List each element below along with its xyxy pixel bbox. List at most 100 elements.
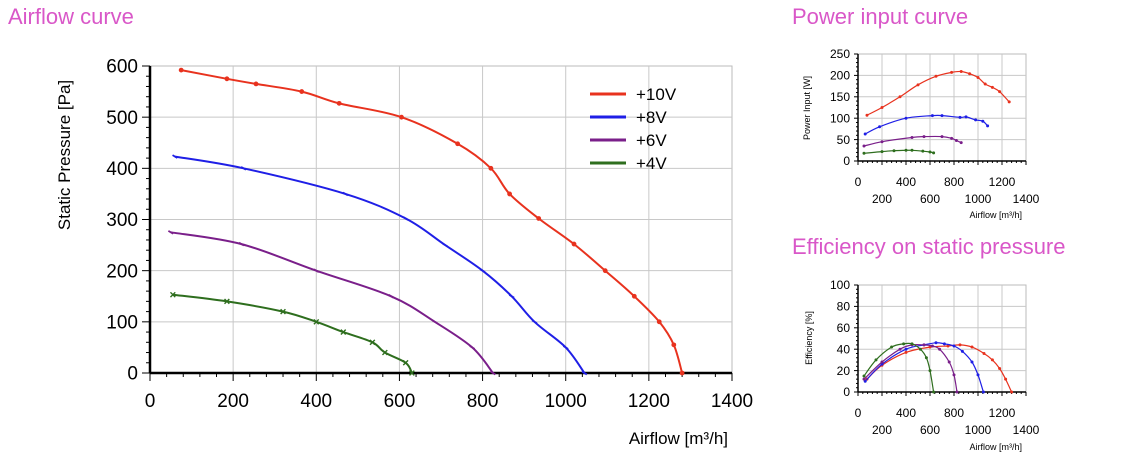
x-tick-label: 200	[872, 192, 892, 206]
data-point	[910, 342, 914, 346]
y-tick-label: 200	[830, 69, 850, 83]
x-tick-label: 600	[920, 423, 940, 437]
airflow-chart: 0 100 200 300 400 500 600 0 200 400 600 800 1000 1200…	[55, 57, 753, 448]
data-point	[880, 140, 884, 144]
series-plus-4V	[169, 291, 415, 376]
data-point	[970, 360, 974, 364]
x-tick-label: 1400	[1013, 423, 1040, 437]
data-point	[313, 268, 320, 273]
series-line	[174, 155, 586, 374]
data-point	[562, 345, 569, 350]
data-point	[918, 347, 922, 351]
data-point	[313, 318, 320, 325]
x-tick-label: 1200	[989, 406, 1016, 420]
data-point	[336, 100, 342, 106]
data-point	[874, 358, 878, 362]
y-tick-label: 400	[106, 159, 138, 180]
data-point	[950, 136, 954, 140]
data-point	[369, 339, 376, 346]
y-tick-label: 50	[837, 133, 851, 147]
data-point	[431, 319, 438, 325]
y-tick-label: 600	[106, 57, 138, 78]
x-tick-label: 600	[384, 391, 416, 412]
data-point	[950, 70, 954, 74]
series-plus-4V	[862, 342, 936, 394]
data-point	[488, 165, 494, 171]
data-point	[976, 373, 980, 377]
x-tick-label: 600	[920, 192, 940, 206]
data-point	[880, 106, 884, 109]
x-tick-label: 1400	[1013, 192, 1040, 206]
data-point	[934, 341, 938, 345]
series-line	[181, 69, 684, 374]
data-point	[340, 329, 347, 335]
data-point	[959, 70, 963, 74]
data-point	[986, 124, 990, 128]
plot-area	[857, 284, 1027, 393]
data-point	[224, 298, 230, 305]
data-point	[938, 347, 942, 351]
data-point	[974, 118, 978, 122]
y-tick-label: 0	[127, 364, 138, 385]
data-point	[998, 90, 1002, 94]
y-tick-label: 150	[830, 90, 850, 104]
data-point	[479, 268, 486, 273]
data-point	[932, 390, 936, 394]
series-plus-8V	[863, 341, 985, 394]
data-point	[955, 390, 959, 394]
data-point	[280, 308, 286, 315]
data-point	[954, 138, 958, 142]
series-plus-10V	[178, 67, 685, 376]
data-point	[571, 241, 577, 247]
data-point	[976, 76, 980, 80]
data-point	[1004, 377, 1008, 381]
y-tick-label: 300	[106, 210, 138, 231]
data-point	[930, 344, 934, 348]
power-input-chart: 0 50 100 150 200 250 0 400 800 1200 200 600 1000 1400…	[802, 47, 1040, 220]
y-tick-label: 100	[106, 312, 138, 333]
x-axis-title: Airflow [m³/h]	[629, 429, 728, 448]
data-point	[964, 115, 968, 119]
data-point	[381, 349, 388, 356]
x-tick-label: 0	[855, 175, 862, 189]
data-point	[932, 151, 936, 155]
legend-label: +4V	[636, 154, 667, 173]
data-point	[947, 360, 951, 364]
x-tick-label: 400	[896, 175, 916, 189]
data-point	[904, 350, 908, 354]
data-point	[959, 141, 963, 145]
y-tick-label: 20	[837, 364, 851, 378]
data-point	[399, 114, 404, 120]
x-tick-label: 0	[855, 406, 862, 420]
data-point	[490, 370, 496, 376]
data-point	[679, 370, 685, 376]
data-point	[916, 83, 920, 87]
x-tick-label: 400	[896, 406, 916, 420]
series-plus-8V	[172, 154, 588, 376]
series-line	[863, 343, 958, 393]
data-point	[902, 342, 906, 346]
data-point	[990, 85, 994, 89]
power-input-title: Power input curve	[792, 4, 969, 29]
data-point	[1007, 100, 1011, 104]
data-point	[507, 191, 512, 197]
data-point	[172, 154, 178, 159]
series-plus-10V	[865, 70, 1011, 117]
x-axis-title: Airflow [m³/h]	[969, 210, 1022, 220]
data-point	[631, 293, 637, 299]
data-point	[981, 390, 985, 394]
series-line	[864, 114, 989, 135]
data-point	[930, 114, 934, 118]
data-point	[990, 358, 994, 362]
data-point	[960, 349, 964, 353]
x-tick-label: 1000	[965, 192, 992, 206]
x-tick-label: 0	[145, 391, 156, 412]
data-point	[442, 242, 449, 248]
y-tick-label: 60	[837, 321, 851, 335]
data-point	[952, 344, 956, 348]
y-tick-label: 100	[830, 111, 850, 125]
data-point	[388, 294, 394, 299]
data-point	[862, 151, 866, 155]
series-plus-6V	[862, 135, 963, 148]
x-tick-label: 400	[300, 391, 332, 412]
